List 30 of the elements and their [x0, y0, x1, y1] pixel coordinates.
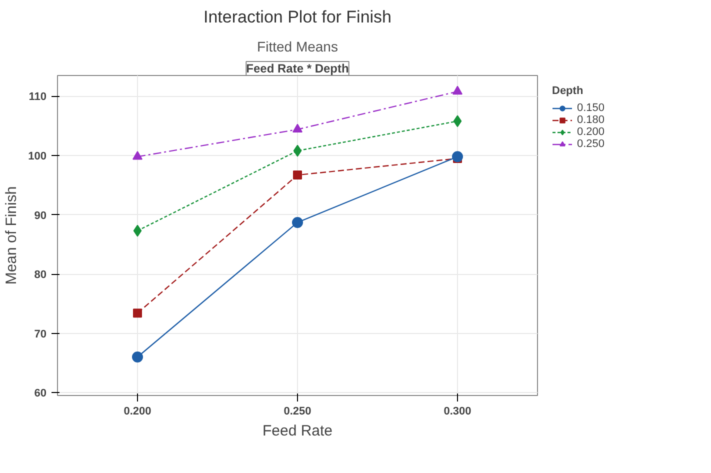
point [293, 170, 302, 180]
x-tick-label: 0.200 [124, 406, 152, 418]
y-tick-label: 70 [34, 328, 47, 340]
point [452, 86, 462, 95]
x-axis-title: Feed Rate [262, 422, 333, 440]
y-axis-title: Mean of Finish [3, 186, 20, 285]
legend-label: 0.180 [577, 114, 605, 126]
point [293, 144, 302, 157]
y-tick-label: 100 [28, 150, 47, 162]
point [453, 115, 462, 128]
point [292, 124, 302, 133]
point [132, 351, 143, 362]
legend-title: Depth [552, 85, 584, 97]
legend-label: 0.150 [577, 102, 605, 114]
y-tick-label: 60 [34, 388, 47, 400]
legend-label: 0.250 [577, 138, 605, 150]
point [292, 216, 303, 228]
point [132, 150, 142, 160]
point [133, 224, 142, 237]
y-tick-label: 90 [34, 210, 47, 222]
x-tick-label: 0.250 [284, 406, 312, 418]
point [133, 308, 142, 318]
x-tick-label: 0.300 [444, 406, 472, 418]
y-tick-label: 80 [34, 269, 47, 282]
text: Feed Rate * Depth [246, 62, 349, 76]
point [452, 151, 463, 162]
legend-label: 0.200 [577, 126, 605, 138]
chart-subtitle: Fitted Means [257, 38, 338, 54]
chart-title: Interaction Plot for Finish [203, 8, 392, 26]
y-tick-label: 110 [28, 91, 47, 104]
